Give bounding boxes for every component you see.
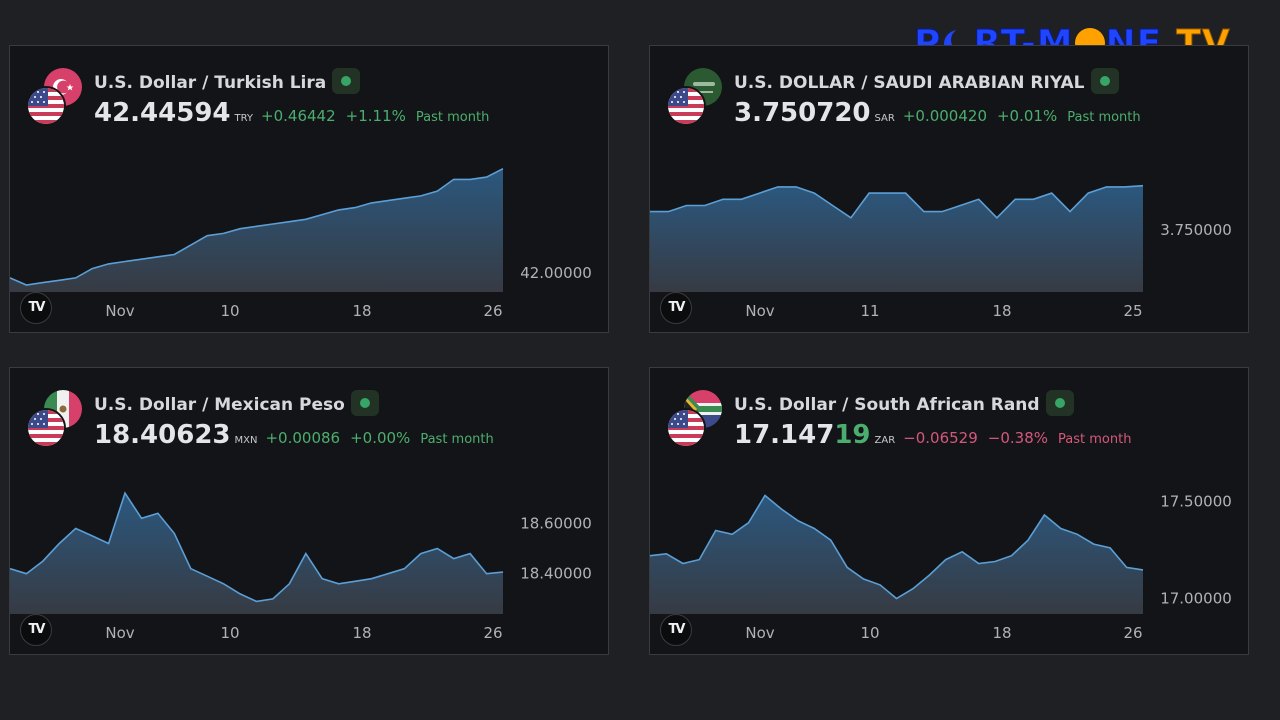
price-line: 42.44594 TRY +0.46442 +1.11% Past month (94, 98, 489, 128)
x-tick-label: Nov (745, 624, 774, 642)
market-open-icon (350, 390, 379, 416)
currency-flags (664, 66, 724, 126)
tradingview-icon[interactable]: TV (660, 614, 692, 646)
us-flag-icon (666, 86, 706, 126)
currency-code: SAR (874, 113, 895, 124)
y-tick-label: 17.50000 (1160, 492, 1232, 510)
tradingview-icon[interactable]: TV (20, 292, 52, 324)
change-percent: −0.38% (987, 429, 1049, 447)
x-tick-label: Nov (105, 302, 134, 320)
x-tick-label: 11 (860, 302, 879, 320)
x-tick-label: 25 (1123, 302, 1142, 320)
price: 42.44594 (94, 98, 231, 128)
pair-title: U.S. Dollar / Turkish Lira (94, 68, 361, 94)
price: 17.14719 (734, 420, 871, 450)
price-chart[interactable]: 3.750000 Nov 11 18 25 (650, 46, 1249, 333)
tradingview-icon[interactable]: TV (660, 292, 692, 324)
period-label: Past month (1058, 432, 1132, 447)
x-tick-label: 18 (352, 624, 371, 642)
widget-usd-zar[interactable]: U.S. Dollar / South African Rand 17.1471… (649, 367, 1249, 655)
pair-title: U.S. DOLLAR / SAUDI ARABIAN RIYAL (734, 68, 1119, 94)
price-chart[interactable]: 18.60000 18.40000 Nov 10 18 26 (10, 368, 609, 655)
price-chart[interactable]: 17.50000 17.00000 Nov 10 18 26 (650, 368, 1249, 655)
change-percent: +1.11% (345, 107, 406, 125)
price-area (10, 168, 503, 292)
price-line-series (10, 491, 504, 603)
period-label: Past month (420, 432, 494, 447)
pair-title: U.S. Dollar / Mexican Peso (94, 390, 379, 416)
y-tick-label: 42.00000 (520, 264, 592, 282)
widget-usd-mxn[interactable]: U.S. Dollar / Mexican Peso 18.40623 MXN +0… (9, 367, 609, 655)
x-tick-label: 26 (1123, 624, 1142, 642)
price-area (650, 495, 1143, 614)
currency-code: MXN (234, 435, 258, 446)
price: 18.40623 (94, 420, 231, 450)
x-tick-label: 18 (992, 302, 1011, 320)
x-tick-label: 10 (220, 624, 239, 642)
y-tick-label: 3.750000 (1160, 221, 1232, 239)
us-flag-icon (26, 86, 66, 126)
y-tick-label: 18.60000 (520, 514, 592, 532)
price-line: 18.40623 MXN +0.00086 +0.00% Past month (94, 420, 494, 450)
widget-usd-sar[interactable]: U.S. DOLLAR / SAUDI ARABIAN RIYAL 3.7507… (649, 45, 1249, 333)
price-line-series (650, 494, 1144, 600)
market-open-icon (332, 68, 361, 94)
x-tick-label: 18 (992, 624, 1011, 642)
widget-usd-try[interactable]: U.S. Dollar / Turkish Lira 42.44594 TRY +0… (9, 45, 609, 333)
change-value: −0.06529 (903, 429, 978, 447)
y-tick-label: 17.00000 (1160, 589, 1232, 607)
x-tick-label: 26 (483, 624, 502, 642)
market-open-icon (1045, 390, 1074, 416)
x-tick-label: Nov (105, 624, 134, 642)
currency-code: TRY (234, 113, 254, 124)
price-line-series (10, 167, 504, 286)
currency-flags (24, 66, 84, 126)
tradingview-icon[interactable]: TV (20, 614, 52, 646)
x-tick-label: 10 (860, 624, 879, 642)
price-line-series (650, 184, 1144, 219)
currency-flags (24, 388, 84, 448)
currency-code: ZAR (874, 435, 896, 446)
change-percent: +0.01% (996, 107, 1058, 125)
price-chart[interactable]: 42.00000 Nov 10 18 26 (10, 46, 609, 333)
x-tick-label: Nov (745, 302, 774, 320)
change-value: +0.00086 (265, 429, 341, 447)
period-label: Past month (1067, 110, 1141, 125)
price-area (10, 493, 503, 614)
price: 3.750720 (734, 98, 871, 128)
change-value: +0.46442 (261, 107, 336, 125)
currency-flags (664, 388, 724, 448)
x-tick-label: 26 (483, 302, 502, 320)
x-tick-label: 10 (220, 302, 239, 320)
x-tick-label: 18 (352, 302, 371, 320)
price-area (650, 185, 1143, 292)
price-line: 3.750720 SAR +0.000420 +0.01% Past month (734, 98, 1141, 128)
market-open-icon (1090, 68, 1119, 94)
change-value: +0.000420 (902, 107, 987, 125)
period-label: Past month (415, 110, 490, 125)
pair-title: U.S. Dollar / South African Rand (734, 390, 1074, 416)
us-flag-icon (26, 408, 66, 448)
y-tick-label: 18.40000 (520, 565, 592, 583)
us-flag-icon (666, 408, 706, 448)
change-percent: +0.00% (350, 429, 411, 447)
price-line: 17.14719 ZAR −0.06529 −0.38% Past month (734, 420, 1131, 450)
